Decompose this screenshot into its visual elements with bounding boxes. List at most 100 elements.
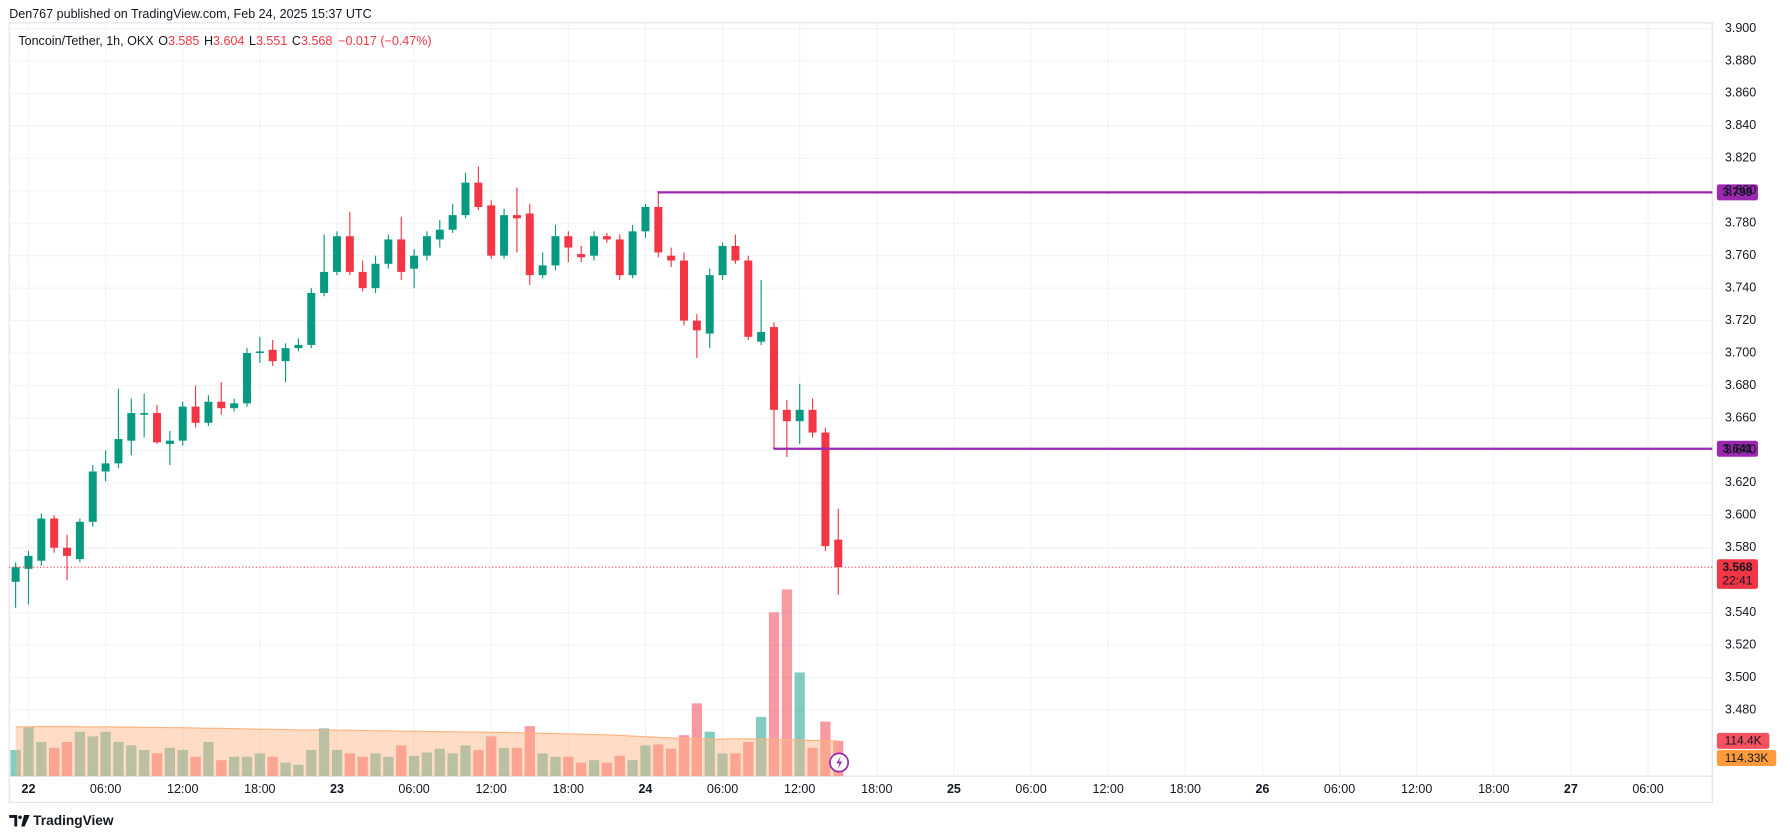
volume-bar xyxy=(640,745,651,777)
candle-body xyxy=(461,182,470,216)
alert-bolt[interactable] xyxy=(836,756,843,769)
y-tick-label: 3.520 xyxy=(1725,637,1756,651)
candle-body xyxy=(654,206,663,253)
candle-body xyxy=(153,413,162,443)
volume-bar xyxy=(730,753,741,777)
ohlc-value: 3.551 xyxy=(256,35,287,49)
volume-bar xyxy=(151,753,163,777)
y-tick-label: 3.880 xyxy=(1725,53,1756,67)
candle-body xyxy=(808,409,817,433)
candle-body xyxy=(114,439,123,464)
brand-name: TradingView xyxy=(33,813,114,828)
candle-body xyxy=(101,463,110,472)
candle-body xyxy=(744,260,753,337)
volume-bar xyxy=(524,726,535,777)
candle-body xyxy=(11,567,20,582)
ohlc-key: C xyxy=(292,35,301,49)
candle-body xyxy=(294,344,303,349)
volume-label-box xyxy=(1716,732,1770,749)
candle-body xyxy=(307,292,316,345)
volume-bar xyxy=(10,749,21,777)
volume-bar xyxy=(486,736,497,777)
x-tick-label: 25 xyxy=(947,782,961,796)
volume-bar xyxy=(100,731,111,777)
volume-bar xyxy=(408,755,420,777)
candle-body xyxy=(680,260,689,321)
y-tick-label: 3.480 xyxy=(1725,702,1756,716)
volume-bar xyxy=(293,764,304,777)
candle-body xyxy=(448,215,457,230)
candle-body xyxy=(140,413,149,415)
candle-body xyxy=(667,255,676,261)
logo-mark-a xyxy=(9,815,18,827)
volume-ma-line xyxy=(15,725,839,742)
candle-body xyxy=(217,401,226,409)
volume-bar xyxy=(23,727,34,777)
x-tick-label: 24 xyxy=(638,782,652,796)
symbol-legend: Toncoin/Tether, 1h, OKX O3.585 H3.604 L3.55… xyxy=(18,35,431,49)
volume-bar xyxy=(421,752,433,777)
y-tick-label: 3.680 xyxy=(1725,378,1756,392)
x-tick-label: 22 xyxy=(21,782,35,796)
candle-body xyxy=(127,413,136,441)
y-tick-label: 3.700 xyxy=(1725,345,1756,359)
candle-body xyxy=(769,327,778,410)
x-tick-label: 18:00 xyxy=(244,782,275,796)
candle-body xyxy=(320,271,329,293)
candle-body xyxy=(692,320,701,331)
volume-label: 114.4K xyxy=(1725,734,1762,748)
x-tick-label: 06:00 xyxy=(90,782,121,796)
volume-ma-label: 114.33K xyxy=(1725,751,1769,765)
volume-bar xyxy=(666,748,677,777)
candle-body xyxy=(500,215,509,256)
volume-bar xyxy=(576,762,587,777)
candle-body xyxy=(397,239,406,272)
volume-bar xyxy=(74,731,86,777)
volume-bar xyxy=(241,756,253,777)
volume-bar xyxy=(807,747,818,777)
candle-pane xyxy=(11,166,843,608)
candle-body xyxy=(63,547,72,556)
level-label-box xyxy=(1716,440,1758,457)
ohlc-value: 3.585 xyxy=(168,35,199,49)
volume-bar xyxy=(216,760,227,777)
ohlc-value: 3.604 xyxy=(213,35,244,49)
volume-ma-label-box xyxy=(1716,750,1777,767)
volume-bar xyxy=(781,589,792,777)
volume-bar xyxy=(190,756,201,777)
volume-bar xyxy=(113,741,124,777)
x-tick-label: 06:00 xyxy=(707,782,738,796)
x-tick-label: 12:00 xyxy=(1092,782,1123,796)
candle-body xyxy=(50,518,59,548)
candle-body xyxy=(782,409,791,422)
candle-body xyxy=(24,555,33,569)
alert-icon[interactable] xyxy=(829,752,850,773)
volume-bar xyxy=(614,755,625,777)
x-tick-label: 12:00 xyxy=(476,782,507,796)
volume-bar xyxy=(743,741,754,777)
y-tick-label: 3.900 xyxy=(1725,21,1756,35)
volume-bar xyxy=(383,756,394,777)
axes: 22 06:00 12:00 18:00 23 06:00 12:00 18:00 24 06:0… xyxy=(21,21,1756,796)
x-tick-label: 18:00 xyxy=(861,782,892,796)
ohlc-key: H xyxy=(204,35,213,49)
volume-bar xyxy=(704,731,715,777)
candle-body xyxy=(435,229,444,240)
volume-bar xyxy=(820,721,831,777)
volume-bar xyxy=(717,753,728,777)
x-tick-label: 06:00 xyxy=(398,782,429,796)
candle-body xyxy=(255,351,264,354)
volume-bar xyxy=(126,745,137,777)
candle-body xyxy=(577,254,586,258)
y-tick-label: 3.740 xyxy=(1725,280,1756,294)
y-tick-label: 3.660 xyxy=(1725,410,1756,424)
y-tick-label: 3.760 xyxy=(1725,248,1756,262)
volume-bar xyxy=(756,716,767,777)
x-tick-label: 06:00 xyxy=(1324,782,1355,796)
volume-bar xyxy=(267,756,278,777)
candle-body xyxy=(332,236,341,272)
x-tick-label: 12:00 xyxy=(1401,782,1432,796)
candle-body xyxy=(358,271,367,289)
y-tick-label: 3.720 xyxy=(1725,313,1756,327)
